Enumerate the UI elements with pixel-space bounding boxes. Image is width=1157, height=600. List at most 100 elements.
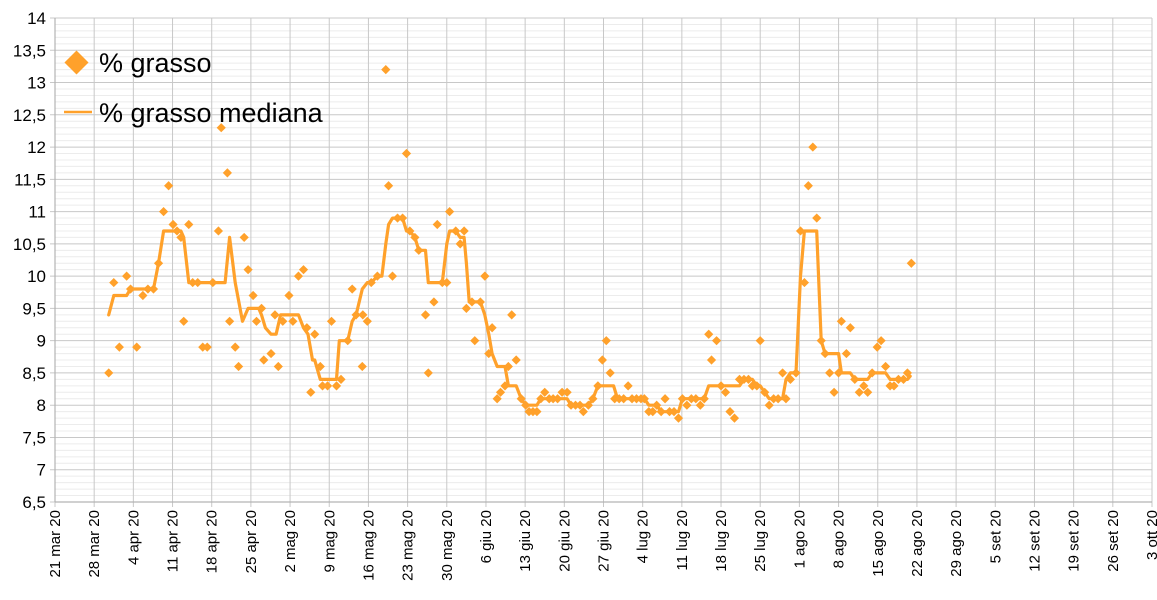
x-tick-label: 4 lug 20 (635, 510, 652, 563)
data-point (553, 394, 563, 404)
data-point (266, 348, 276, 359)
data-point (251, 316, 262, 326)
data-point (387, 271, 398, 281)
x-tick-label: 15 ago 20 (870, 510, 887, 577)
data-point (164, 181, 174, 191)
data-point (243, 265, 253, 275)
data-point (889, 381, 899, 391)
data-point (432, 219, 442, 230)
data-point (401, 148, 412, 159)
data-point (298, 265, 309, 275)
data-point (601, 336, 611, 346)
data-point (484, 348, 494, 359)
data-point (293, 271, 304, 281)
y-tick-label: 8 (37, 396, 46, 415)
data-point (143, 284, 153, 294)
data-point (208, 277, 218, 288)
x-tick-label: 29 ago 20 (948, 510, 965, 577)
x-tick-label: 23 mag 20 (400, 510, 417, 581)
data-point (288, 316, 298, 326)
data-point (467, 297, 477, 307)
data-point (459, 226, 469, 236)
data-point (859, 381, 869, 391)
data-point (420, 310, 431, 320)
data-point (845, 323, 855, 333)
data-point (487, 323, 497, 333)
median-series (107, 216, 912, 414)
data-point (820, 348, 830, 359)
data-point (902, 368, 913, 378)
data-point (202, 342, 212, 352)
data-point (898, 374, 909, 384)
data-point (656, 407, 666, 417)
data-point (188, 277, 198, 288)
data-point (850, 374, 860, 384)
data-point (578, 407, 588, 417)
data-point (521, 400, 531, 410)
data-point (233, 361, 244, 372)
axes (54, 18, 1152, 503)
data-point (184, 219, 194, 230)
y-tick-label: 11 (28, 203, 46, 222)
data-point (652, 400, 662, 410)
data-point (503, 361, 513, 372)
x-tick-label: 11 apr 20 (165, 510, 182, 572)
data-point (284, 290, 294, 301)
data-point (475, 297, 485, 307)
data-point (816, 336, 826, 346)
x-tick-label: 18 lug 20 (713, 510, 730, 572)
data-point (310, 329, 320, 339)
data-point (109, 277, 119, 288)
x-tick-label: 9 mag 20 (321, 510, 338, 573)
data-point (760, 387, 770, 397)
data-point (273, 361, 283, 372)
data-point (781, 394, 791, 404)
x-tick-label: 18 apr 20 (204, 510, 221, 573)
data-point (507, 310, 517, 320)
data-point (410, 232, 420, 243)
data-point (711, 336, 722, 346)
x-tick-label: 22 ago 20 (909, 510, 926, 577)
y-tick-label: 7,5 (22, 428, 46, 447)
data-point (854, 387, 864, 397)
x-tick-label: 28 mar 20 (86, 510, 103, 578)
data-point (168, 219, 178, 230)
data-point (562, 387, 572, 397)
data-point (677, 394, 688, 404)
data-point (114, 342, 124, 352)
data-point (230, 342, 240, 352)
data-point (593, 381, 603, 391)
y-tick-label: 13,5 (13, 41, 46, 60)
x-tick-label: 21 mar 20 (47, 510, 64, 578)
data-point (480, 271, 490, 281)
data-point (605, 368, 615, 378)
data-point (773, 394, 783, 404)
data-point (706, 355, 717, 365)
y-tick-label: 7 (37, 461, 46, 480)
legend-label-grasso: % grasso (99, 48, 212, 78)
data-point (397, 213, 408, 223)
x-tick-label: 2 mag 20 (282, 510, 299, 573)
data-point (540, 387, 550, 397)
x-tick-label: 26 set 20 (1105, 510, 1122, 572)
data-point (729, 413, 740, 423)
y-tick-label: 10,5 (13, 235, 46, 254)
x-tick-label: 1 ago 20 (791, 510, 808, 568)
data-point (326, 316, 337, 326)
data-point (357, 361, 367, 372)
data-point (872, 342, 882, 352)
legend-label-mediana: % grasso mediana (99, 98, 324, 128)
y-tick-label: 12 (27, 138, 46, 157)
data-point (619, 394, 629, 404)
data-point (803, 181, 813, 191)
major-gridlines (50, 17, 1153, 507)
data-point (366, 277, 376, 288)
x-tick-label: 16 mag 20 (360, 510, 377, 581)
x-tick-label: 12 set 20 (1026, 510, 1043, 572)
data-point (132, 342, 142, 352)
y-axis-ticks: 6,5 7 7,5 8 8,5 9 9,5 10 10,5 11 11,5 12 12,5 13 13,5 1… (13, 9, 46, 512)
data-point (317, 381, 328, 391)
data-point (470, 336, 480, 346)
data-point (704, 329, 714, 339)
